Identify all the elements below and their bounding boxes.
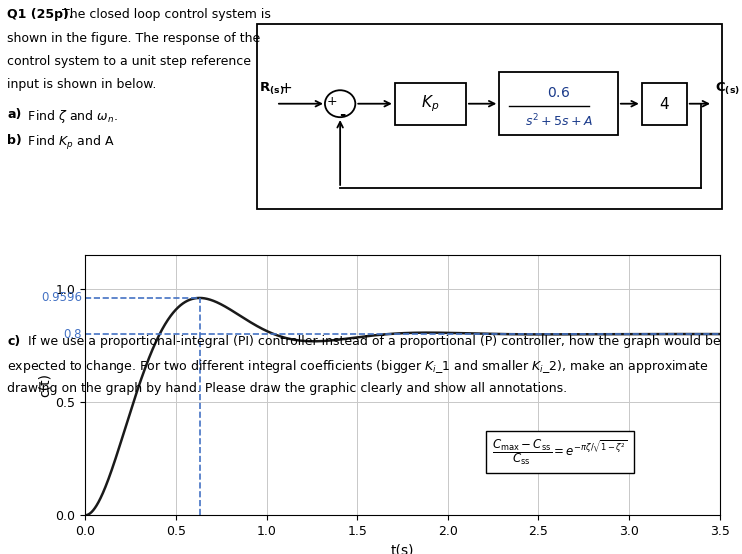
X-axis label: t(s): t(s): [391, 543, 414, 554]
Text: 0.9596: 0.9596: [41, 291, 82, 305]
Text: drawing on the graph by hand. Please draw the graphic clearly and show all annot: drawing on the graph by hand. Please dra…: [7, 382, 568, 394]
Text: -: -: [339, 107, 346, 122]
Text: $K_p$: $K_p$: [421, 94, 439, 114]
Text: $4$: $4$: [659, 96, 669, 112]
Text: shown in the figure. The response of the: shown in the figure. The response of the: [7, 32, 260, 44]
Text: b): b): [7, 134, 22, 147]
Text: c): c): [7, 335, 21, 348]
Text: +: +: [326, 95, 337, 108]
Text: $\dfrac{C_{\mathrm{max}} - C_{\mathrm{ss}}}{C_{\mathrm{ss}}}$$ = e^{-\pi\zeta/\s: $\dfrac{C_{\mathrm{max}} - C_{\mathrm{ss…: [492, 437, 628, 467]
Text: +: +: [279, 81, 292, 96]
Bar: [395, 83, 466, 125]
Text: input is shown in below.: input is shown in below.: [7, 78, 157, 91]
Text: Q1 (25p).: Q1 (25p).: [7, 8, 74, 21]
Text: $\mathbf{C_{(s)}}$: $\mathbf{C_{(s)}}$: [715, 81, 741, 97]
Text: $0.6$: $0.6$: [547, 86, 570, 100]
Text: The closed loop control system is: The closed loop control system is: [58, 8, 271, 21]
Text: $\mathbf{R_{(s)}}$: $\mathbf{R_{(s)}}$: [260, 81, 285, 97]
Y-axis label: c(t): c(t): [37, 373, 51, 397]
Bar: [642, 83, 687, 125]
Text: expected to change. For two different integral coefficients (bigger $K_i$_1 and : expected to change. For two different in…: [7, 358, 709, 376]
Text: $s^2 + 5s + A$: $s^2 + 5s + A$: [525, 112, 593, 129]
Bar: [257, 24, 723, 209]
Text: control system to a unit step reference: control system to a unit step reference: [7, 55, 252, 68]
Text: Find $\zeta$ and $\omega_n$.: Find $\zeta$ and $\omega_n$.: [24, 109, 117, 125]
Text: Find $K_p$ and A: Find $K_p$ and A: [24, 134, 114, 152]
Text: a): a): [7, 109, 22, 121]
Text: 0.8: 0.8: [64, 327, 82, 341]
Text: If we use a proportional-integral (PI) controller instead of a proportional (P) : If we use a proportional-integral (PI) c…: [24, 335, 720, 348]
Bar: [499, 72, 618, 135]
